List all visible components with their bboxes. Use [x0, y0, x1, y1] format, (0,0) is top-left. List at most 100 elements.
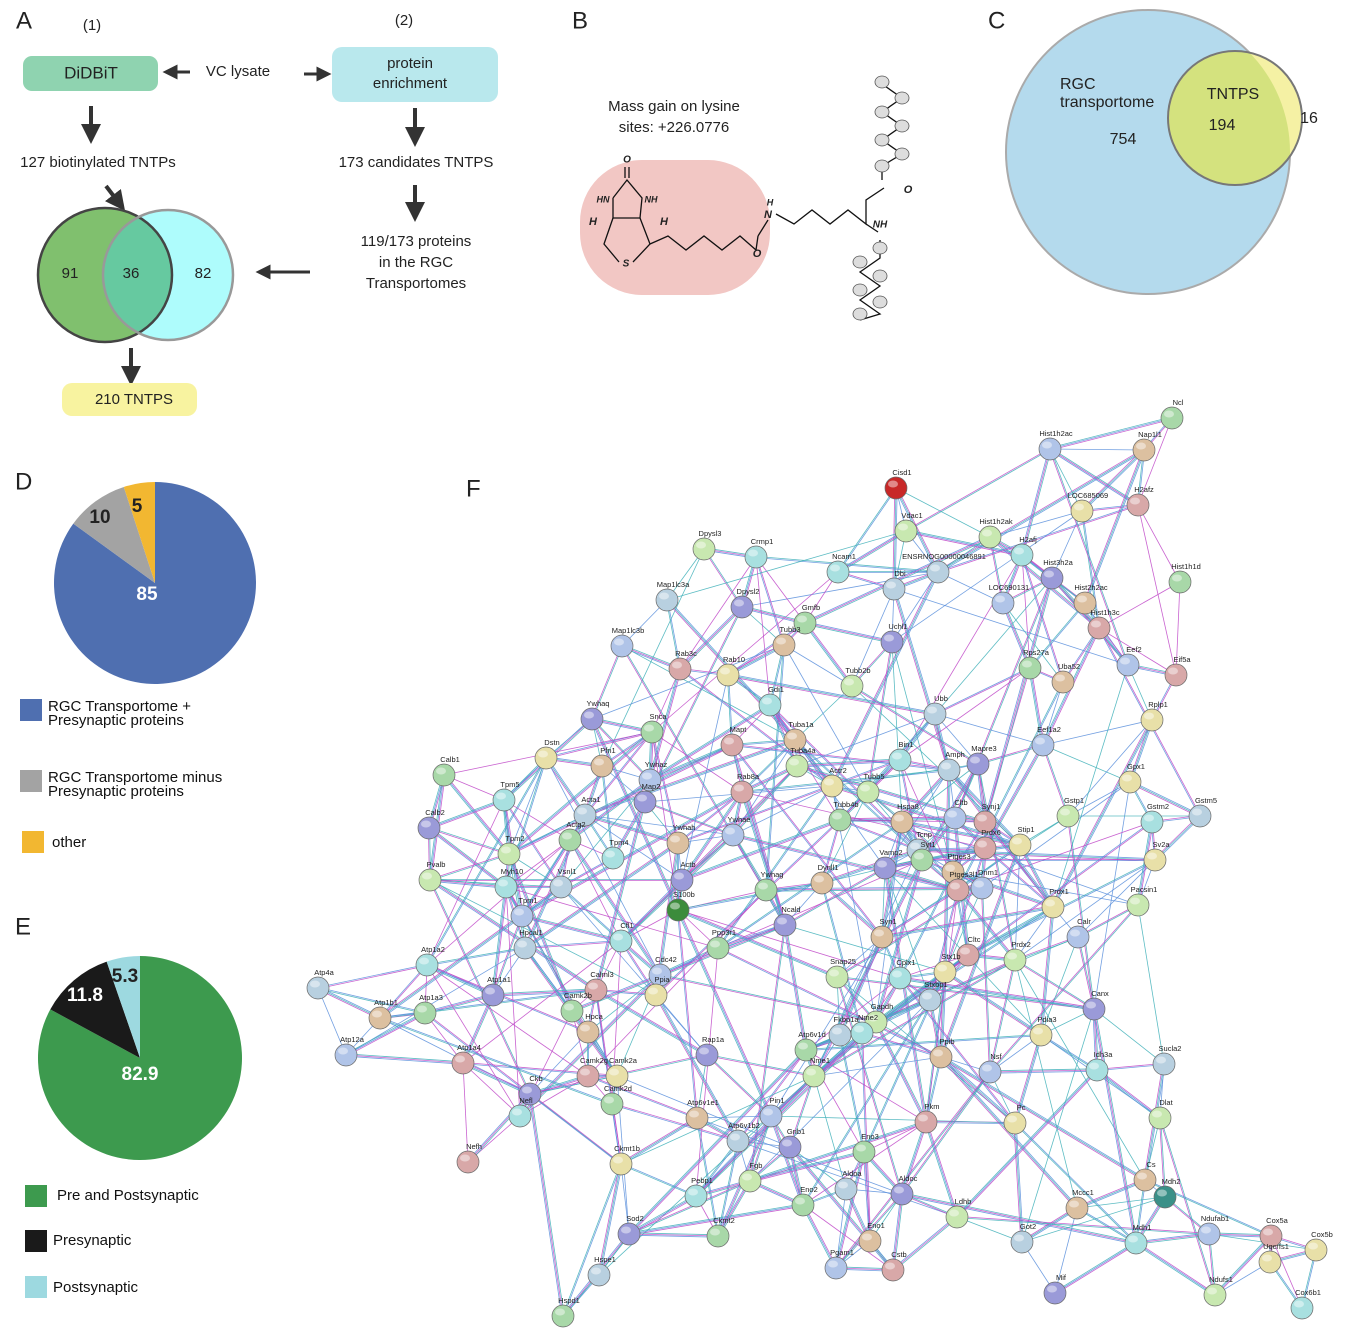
network-node: [773, 913, 797, 937]
network-edge: [899, 554, 1023, 761]
network-edge: [790, 1076, 815, 1148]
node-highlight: [856, 1144, 866, 1152]
network-edge: [463, 995, 495, 1064]
network-edge: [682, 835, 734, 881]
node-highlight: [748, 549, 758, 557]
node-label: Fkbp1a: [833, 1015, 859, 1024]
network-edge: [717, 924, 786, 949]
network-edge: [830, 571, 938, 786]
node-highlight: [862, 1233, 872, 1241]
network-edge: [981, 888, 990, 1073]
node-highlight: [838, 1181, 848, 1189]
network-edge: [429, 879, 657, 996]
network-edge: [990, 1070, 1098, 1074]
network-edge: [1054, 1207, 1078, 1294]
network-edge: [1053, 720, 1154, 908]
node-label: Hist1h1d: [1171, 562, 1201, 571]
node-highlight: [1157, 1189, 1167, 1197]
network-node: [576, 1064, 600, 1088]
network-edge: [644, 802, 733, 836]
node-highlight: [1136, 442, 1146, 450]
node-highlight: [1130, 897, 1140, 905]
network-edge: [985, 847, 1054, 907]
node-label: Dnm1: [978, 868, 998, 877]
network-edge: [591, 719, 650, 781]
network-edge: [707, 1054, 772, 1116]
node-highlight: [1060, 808, 1070, 816]
node-highlight: [1091, 620, 1101, 628]
node-label: Synj1: [982, 802, 1001, 811]
network-node: [1203, 1283, 1227, 1307]
node-label: Actb: [680, 860, 695, 869]
network-edge: [893, 487, 897, 590]
node-highlight: [1089, 1062, 1099, 1070]
network-edge: [925, 889, 959, 1123]
node-highlight: [1156, 1056, 1166, 1064]
network-edge: [590, 719, 678, 911]
network-edge: [1160, 1117, 1216, 1295]
network-node: [494, 875, 518, 899]
network-edge: [493, 990, 597, 997]
network-edge: [345, 947, 526, 1056]
node-label: Nme1: [810, 1056, 830, 1065]
node-highlight: [830, 564, 840, 572]
network-edge: [941, 1055, 1146, 1180]
network-edge: [918, 848, 1156, 860]
network-edge: [1098, 627, 1177, 676]
network-edge: [957, 1216, 1210, 1234]
method-text: enrichment: [373, 75, 448, 92]
network-node: [1041, 895, 1065, 919]
network-edge: [770, 1115, 804, 1206]
network-edge: [696, 1115, 772, 1119]
network-edge: [802, 1204, 894, 1271]
network-edge: [572, 925, 786, 1013]
node-highlight: [699, 1047, 709, 1055]
network-edge: [651, 571, 839, 733]
node-highlight: [1044, 570, 1054, 578]
network-edge: [937, 504, 1138, 572]
network-edge: [989, 904, 1138, 1072]
node-highlight: [1077, 595, 1087, 603]
atom-label: NH: [645, 194, 658, 204]
network-edge: [318, 986, 381, 1018]
caption: Mass gain on lysine: [608, 98, 740, 115]
node-label: Nefh: [466, 1142, 482, 1151]
network-node: [513, 936, 537, 960]
network-edge: [524, 940, 621, 948]
network-edge: [706, 1055, 771, 1117]
network-edge: [429, 827, 510, 854]
node-label: Atp1a2: [421, 945, 445, 954]
node-label: Hist1h2ak: [979, 517, 1013, 526]
node-label: Crmp1: [751, 537, 774, 546]
node-highlight: [696, 541, 706, 549]
network-edge: [956, 1216, 1023, 1243]
node-highlight: [577, 807, 587, 815]
network-node: [943, 806, 967, 830]
network-edge: [1049, 416, 1172, 449]
network-edge: [706, 1055, 814, 1077]
step-label: (1): [83, 17, 101, 34]
network-edge: [989, 510, 1083, 538]
node-highlight: [977, 814, 987, 822]
node-label: Cplx1: [896, 958, 915, 967]
network-edge: [954, 577, 1052, 818]
legend-swatch: [22, 831, 44, 853]
network-edge: [317, 987, 347, 1056]
network-edge: [1050, 448, 1129, 665]
node-label: Camk2a: [609, 1056, 638, 1065]
network-edge: [1002, 602, 1031, 669]
network-edge: [1077, 1207, 1137, 1243]
node-label: Vdac1: [901, 511, 922, 520]
network-edge: [861, 1033, 941, 1058]
network-edge: [984, 848, 1053, 908]
node-highlight: [1147, 852, 1157, 860]
node-highlight: [937, 964, 947, 972]
network-edge: [984, 577, 1053, 823]
network-edge: [620, 1163, 630, 1235]
network-edge: [917, 849, 1156, 861]
network-edge: [1137, 504, 1181, 583]
network-edge: [522, 840, 572, 917]
network-edge: [1049, 449, 1128, 666]
network-edge: [884, 867, 959, 891]
